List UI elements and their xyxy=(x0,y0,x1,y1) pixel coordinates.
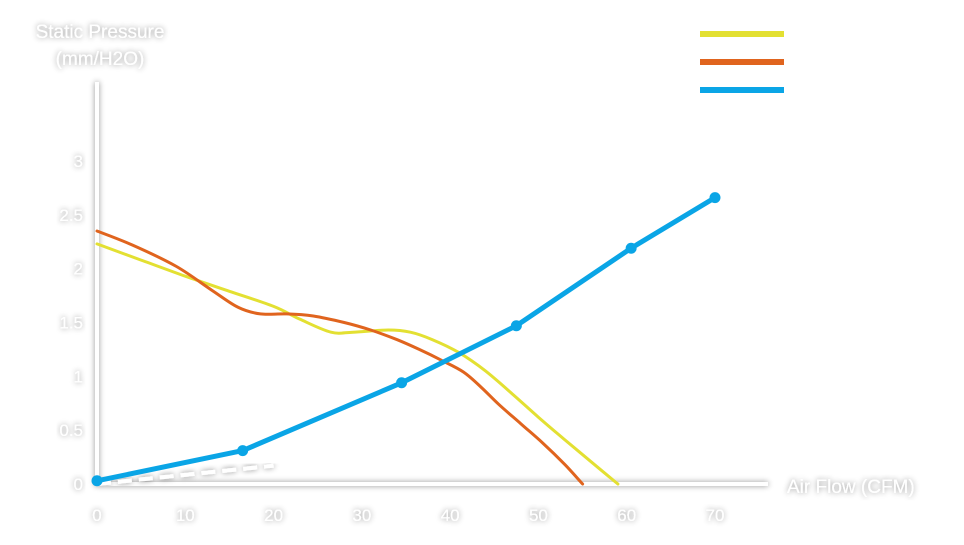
y-axis-title-line2: (mm/H2O) xyxy=(56,49,145,70)
dashed-line xyxy=(96,463,274,486)
y-tick-label: 0.5 xyxy=(59,421,83,440)
y-axis-title: Static Pressure (mm/H2O) xyxy=(36,22,165,70)
data-point-marker xyxy=(237,445,249,457)
x-tick-label: 40 xyxy=(441,506,460,525)
y-tick-label: 1 xyxy=(74,367,83,386)
data-point-marker xyxy=(709,192,721,204)
y-tick-label: 2 xyxy=(74,260,83,279)
series-line-blue xyxy=(94,195,718,484)
x-tick-label: 60 xyxy=(617,506,636,525)
legend xyxy=(700,31,784,93)
y-tick-label: 3 xyxy=(74,152,83,171)
x-tick-label: 30 xyxy=(352,506,371,525)
y-tick-label: 1.5 xyxy=(59,314,83,333)
data-point-marker xyxy=(396,377,408,389)
data-point-marker xyxy=(510,320,522,332)
x-tick-labels: 0 10 20 30 40 50 60 70 xyxy=(92,506,724,525)
y-tick-label: 0 xyxy=(74,475,83,494)
series-line-yellow xyxy=(95,242,620,486)
y-tick-labels: 0 0.5 1 1.5 2 2.5 3 xyxy=(59,152,83,494)
x-tick-label: 50 xyxy=(529,506,548,525)
y-tick-label: 2.5 xyxy=(59,206,83,225)
data-point-marker xyxy=(91,475,103,487)
x-tick-label: 70 xyxy=(706,506,725,525)
x-tick-label: 0 xyxy=(92,506,101,525)
axes xyxy=(95,82,768,486)
series-markers xyxy=(91,192,721,487)
x-tick-label: 20 xyxy=(264,506,283,525)
x-axis-title: Air Flow (CFM) xyxy=(787,477,915,498)
data-point-marker xyxy=(625,242,637,254)
x-tick-label: 10 xyxy=(176,506,195,525)
y-axis-title-line1: Static Pressure xyxy=(36,22,165,43)
series-line-orange xyxy=(95,229,585,486)
series-lines xyxy=(94,195,718,486)
